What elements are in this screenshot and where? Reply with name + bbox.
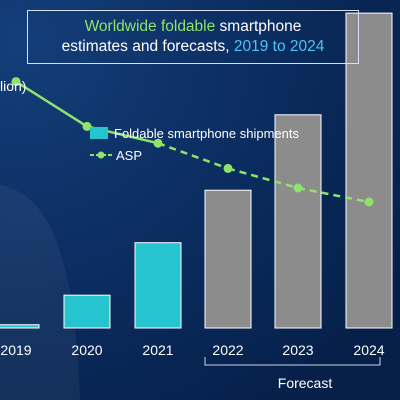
- bar-2023: [274, 114, 322, 329]
- bar-2024: [345, 12, 393, 329]
- x-tick-label-2023: 2023: [282, 342, 313, 358]
- legend: Foldable smartphone shipments ASP: [90, 122, 299, 166]
- asp-point-2024: [364, 197, 374, 207]
- asp-segment-2021-2022: [157, 142, 229, 170]
- title-highlight-green: Worldwide foldable: [84, 18, 216, 35]
- bar-2022: [204, 189, 252, 329]
- title-text-2: estimates and forecasts,: [61, 38, 234, 55]
- x-tick-label-2024: 2024: [353, 342, 384, 358]
- asp-point-2019: [11, 77, 21, 87]
- legend-item-asp: ASP: [90, 144, 299, 166]
- legend-swatch-bars: [90, 127, 108, 139]
- asp-segment-2023-2024: [297, 186, 370, 204]
- asp-segment-2019-2020: [15, 80, 88, 128]
- bar-2020: [63, 294, 111, 329]
- x-tick-label-2020: 2020: [71, 342, 102, 358]
- x-tick-label-2021: 2021: [142, 342, 173, 358]
- x-tick-label-2022: 2022: [212, 342, 243, 358]
- x-axis-ticks: 2019 2020 2021 2022 2023 2024: [0, 342, 384, 358]
- title-highlight-blue: 2019 to 2024: [233, 38, 325, 55]
- asp-point-2021: [153, 138, 163, 148]
- legend-item-bars: Foldable smartphone shipments: [90, 122, 299, 144]
- asp-segment-2022-2023: [227, 167, 299, 190]
- y-axis-unit-label: lion): [0, 78, 27, 94]
- bars-group: [0, 12, 393, 329]
- asp-line-group: [11, 77, 374, 207]
- asp-point-2022: [223, 163, 233, 173]
- chart-title: Worldwide foldable smartphone estimates …: [27, 10, 359, 64]
- background-arc: [0, 185, 80, 400]
- title-text-1: smartphone: [215, 18, 302, 35]
- asp-point-2023: [293, 183, 303, 193]
- legend-swatch-asp: [90, 149, 112, 161]
- forecast-bracket: [204, 357, 381, 366]
- legend-label-asp: ASP: [116, 147, 143, 163]
- bar-2019: [0, 324, 40, 329]
- bar-2021: [134, 242, 182, 329]
- forecast-label: Forecast: [277, 375, 333, 391]
- asp-point-2020: [82, 121, 92, 131]
- x-tick-label-2019: 2019: [0, 342, 31, 358]
- legend-label-bars: Foldable smartphone shipments: [114, 125, 299, 141]
